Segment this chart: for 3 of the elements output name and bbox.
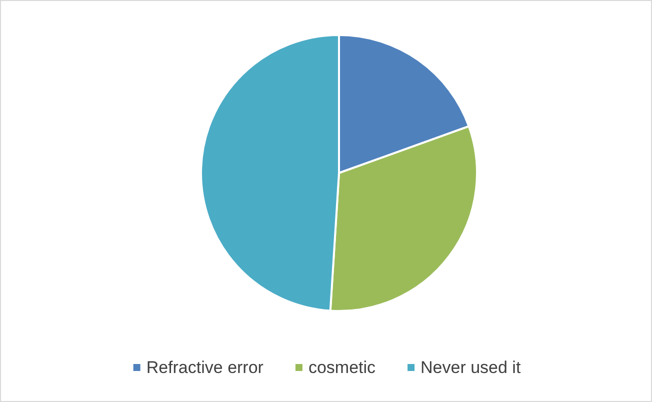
legend-label: cosmetic [308, 358, 376, 377]
legend-label: Never used it [420, 358, 521, 377]
legend-label: Refractive error [146, 358, 264, 377]
